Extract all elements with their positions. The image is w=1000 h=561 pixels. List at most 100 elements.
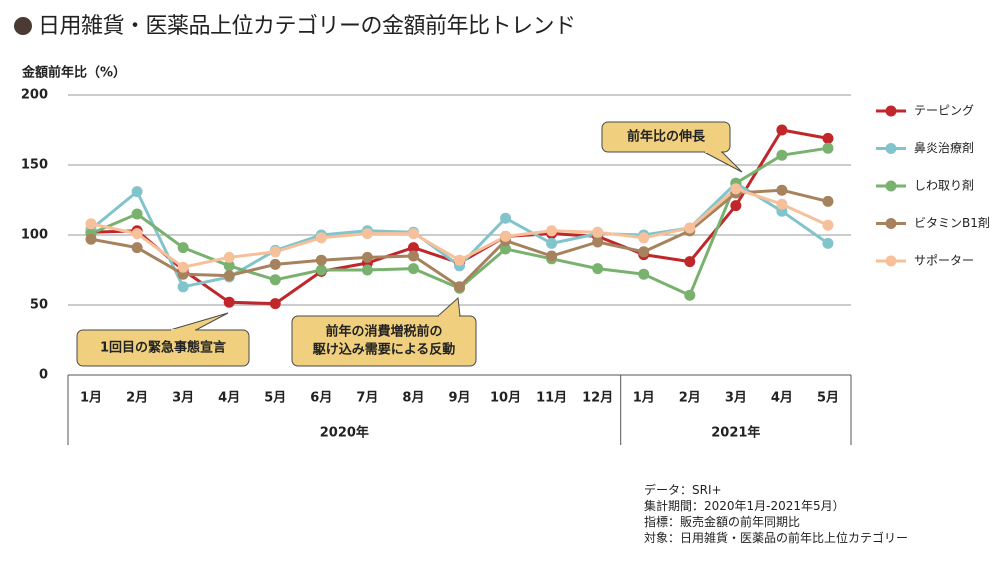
x-tick-label: 1月 bbox=[80, 391, 102, 406]
callout-growth: 前年比の伸長 bbox=[601, 121, 743, 173]
data-point bbox=[223, 270, 235, 282]
data-point bbox=[592, 236, 604, 248]
data-point bbox=[407, 242, 419, 254]
chart-title: 日用雑貨・医薬品上位カテゴリーの金額前年比トレンド bbox=[14, 8, 576, 40]
x-tick-label: 4月 bbox=[218, 391, 240, 406]
y-tick-label: 150 bbox=[21, 158, 48, 173]
callout-text: 駆け込み需要による反動 bbox=[313, 342, 456, 358]
data-point bbox=[315, 264, 327, 276]
data-point bbox=[131, 186, 143, 198]
chart-title-text: 日用雑貨・医薬品上位カテゴリーの金額前年比トレンド bbox=[38, 14, 576, 39]
legend-label: 鼻炎治療剤 bbox=[914, 140, 974, 155]
legend-label: サポーター bbox=[914, 254, 974, 268]
x-tick-label: 7月 bbox=[356, 391, 378, 406]
data-point bbox=[822, 142, 834, 154]
data-point bbox=[454, 254, 465, 266]
data-point bbox=[776, 124, 788, 136]
x-tick-label: 5月 bbox=[817, 391, 839, 406]
data-point bbox=[407, 250, 419, 262]
data-point bbox=[361, 228, 373, 240]
data-point bbox=[500, 243, 512, 255]
data-point bbox=[407, 263, 419, 275]
data-point bbox=[269, 274, 281, 286]
x-tick-label: 6月 bbox=[310, 391, 332, 406]
x-tick-label: 12月 bbox=[582, 391, 613, 406]
source-notes: データ：SRI+ 集計期間：2020年1月-2021年5月） 指標：販売金額の前… bbox=[644, 482, 908, 546]
x-tick-label: 8月 bbox=[402, 391, 424, 406]
source-line: 対象：日用雑貨・医薬品の前年比上位カテゴリー bbox=[644, 531, 909, 545]
y-tick-label: 100 bbox=[21, 228, 48, 243]
data-point bbox=[131, 208, 143, 220]
data-point bbox=[269, 246, 281, 258]
callout-text: 前年比の伸長 bbox=[627, 129, 706, 145]
x-tick-label: 2月 bbox=[126, 391, 148, 406]
y-tick-label: 50 bbox=[30, 298, 48, 313]
source-line: データ：SRI+ bbox=[644, 483, 722, 497]
data-point bbox=[684, 222, 696, 234]
x-group-label: 2021年 bbox=[711, 425, 760, 441]
data-point bbox=[822, 219, 834, 231]
data-point bbox=[730, 183, 742, 195]
data-point bbox=[500, 230, 512, 242]
data-point bbox=[500, 212, 512, 224]
source-line: 指標：販売金額の前年同期比 bbox=[644, 515, 801, 529]
data-point bbox=[546, 237, 558, 249]
y-tick-label: 0 bbox=[39, 368, 48, 383]
callout-emergency: 1回目の緊急事態宣言 bbox=[76, 312, 250, 367]
legend-marker bbox=[885, 255, 897, 267]
data-point bbox=[223, 260, 235, 272]
data-point bbox=[822, 132, 834, 144]
source-line: 集計期間：2020年1月-2021年5月） bbox=[644, 499, 845, 513]
x-tick-label: 3月 bbox=[172, 391, 194, 406]
x-tick-label: 1月 bbox=[633, 391, 655, 406]
data-point bbox=[638, 232, 650, 244]
data-point bbox=[177, 281, 189, 293]
data-point bbox=[269, 258, 281, 270]
data-point bbox=[684, 256, 696, 268]
data-point bbox=[407, 228, 419, 240]
callout-text: 前年の消費増税前の bbox=[325, 324, 442, 340]
y-axis-label: 金額前年比（%） bbox=[21, 65, 126, 81]
x-group-label: 2020年 bbox=[320, 425, 369, 441]
circle-bullet-icon bbox=[14, 17, 32, 35]
legend-label: しわ取り剤 bbox=[914, 178, 974, 193]
data-point bbox=[177, 242, 189, 254]
x-tick-label: 10月 bbox=[490, 391, 521, 406]
x-tick-label: 9月 bbox=[448, 391, 470, 406]
data-point bbox=[361, 264, 373, 276]
data-point bbox=[592, 226, 604, 238]
legend-marker bbox=[885, 143, 897, 154]
callout-pointer bbox=[169, 312, 229, 331]
data-point bbox=[85, 218, 97, 230]
data-point bbox=[223, 251, 235, 263]
data-point bbox=[684, 289, 696, 301]
data-point bbox=[131, 242, 143, 254]
data-point bbox=[776, 149, 788, 161]
callout-pointer bbox=[703, 151, 743, 173]
data-point bbox=[638, 268, 650, 280]
data-point bbox=[454, 281, 465, 293]
x-tick-label: 4月 bbox=[771, 391, 793, 406]
x-tick-label: 5月 bbox=[264, 391, 286, 406]
y-tick-label: 200 bbox=[21, 88, 48, 103]
legend-label: テーピング bbox=[914, 104, 974, 118]
callout-text: 1回目の緊急事態宣言 bbox=[100, 340, 226, 356]
data-point bbox=[776, 184, 788, 196]
data-point bbox=[315, 254, 327, 266]
data-point bbox=[223, 296, 235, 308]
data-point bbox=[85, 233, 97, 245]
callout-box bbox=[291, 315, 477, 367]
legend-marker bbox=[885, 105, 897, 117]
x-tick-label: 3月 bbox=[725, 391, 747, 406]
data-point bbox=[546, 250, 558, 262]
data-point bbox=[315, 232, 327, 244]
callout-pointer bbox=[436, 296, 461, 317]
x-tick-label: 2月 bbox=[679, 391, 701, 406]
data-point bbox=[177, 261, 189, 273]
data-point bbox=[361, 251, 373, 263]
data-point bbox=[638, 246, 650, 258]
data-point bbox=[546, 225, 558, 237]
data-point bbox=[822, 237, 834, 249]
